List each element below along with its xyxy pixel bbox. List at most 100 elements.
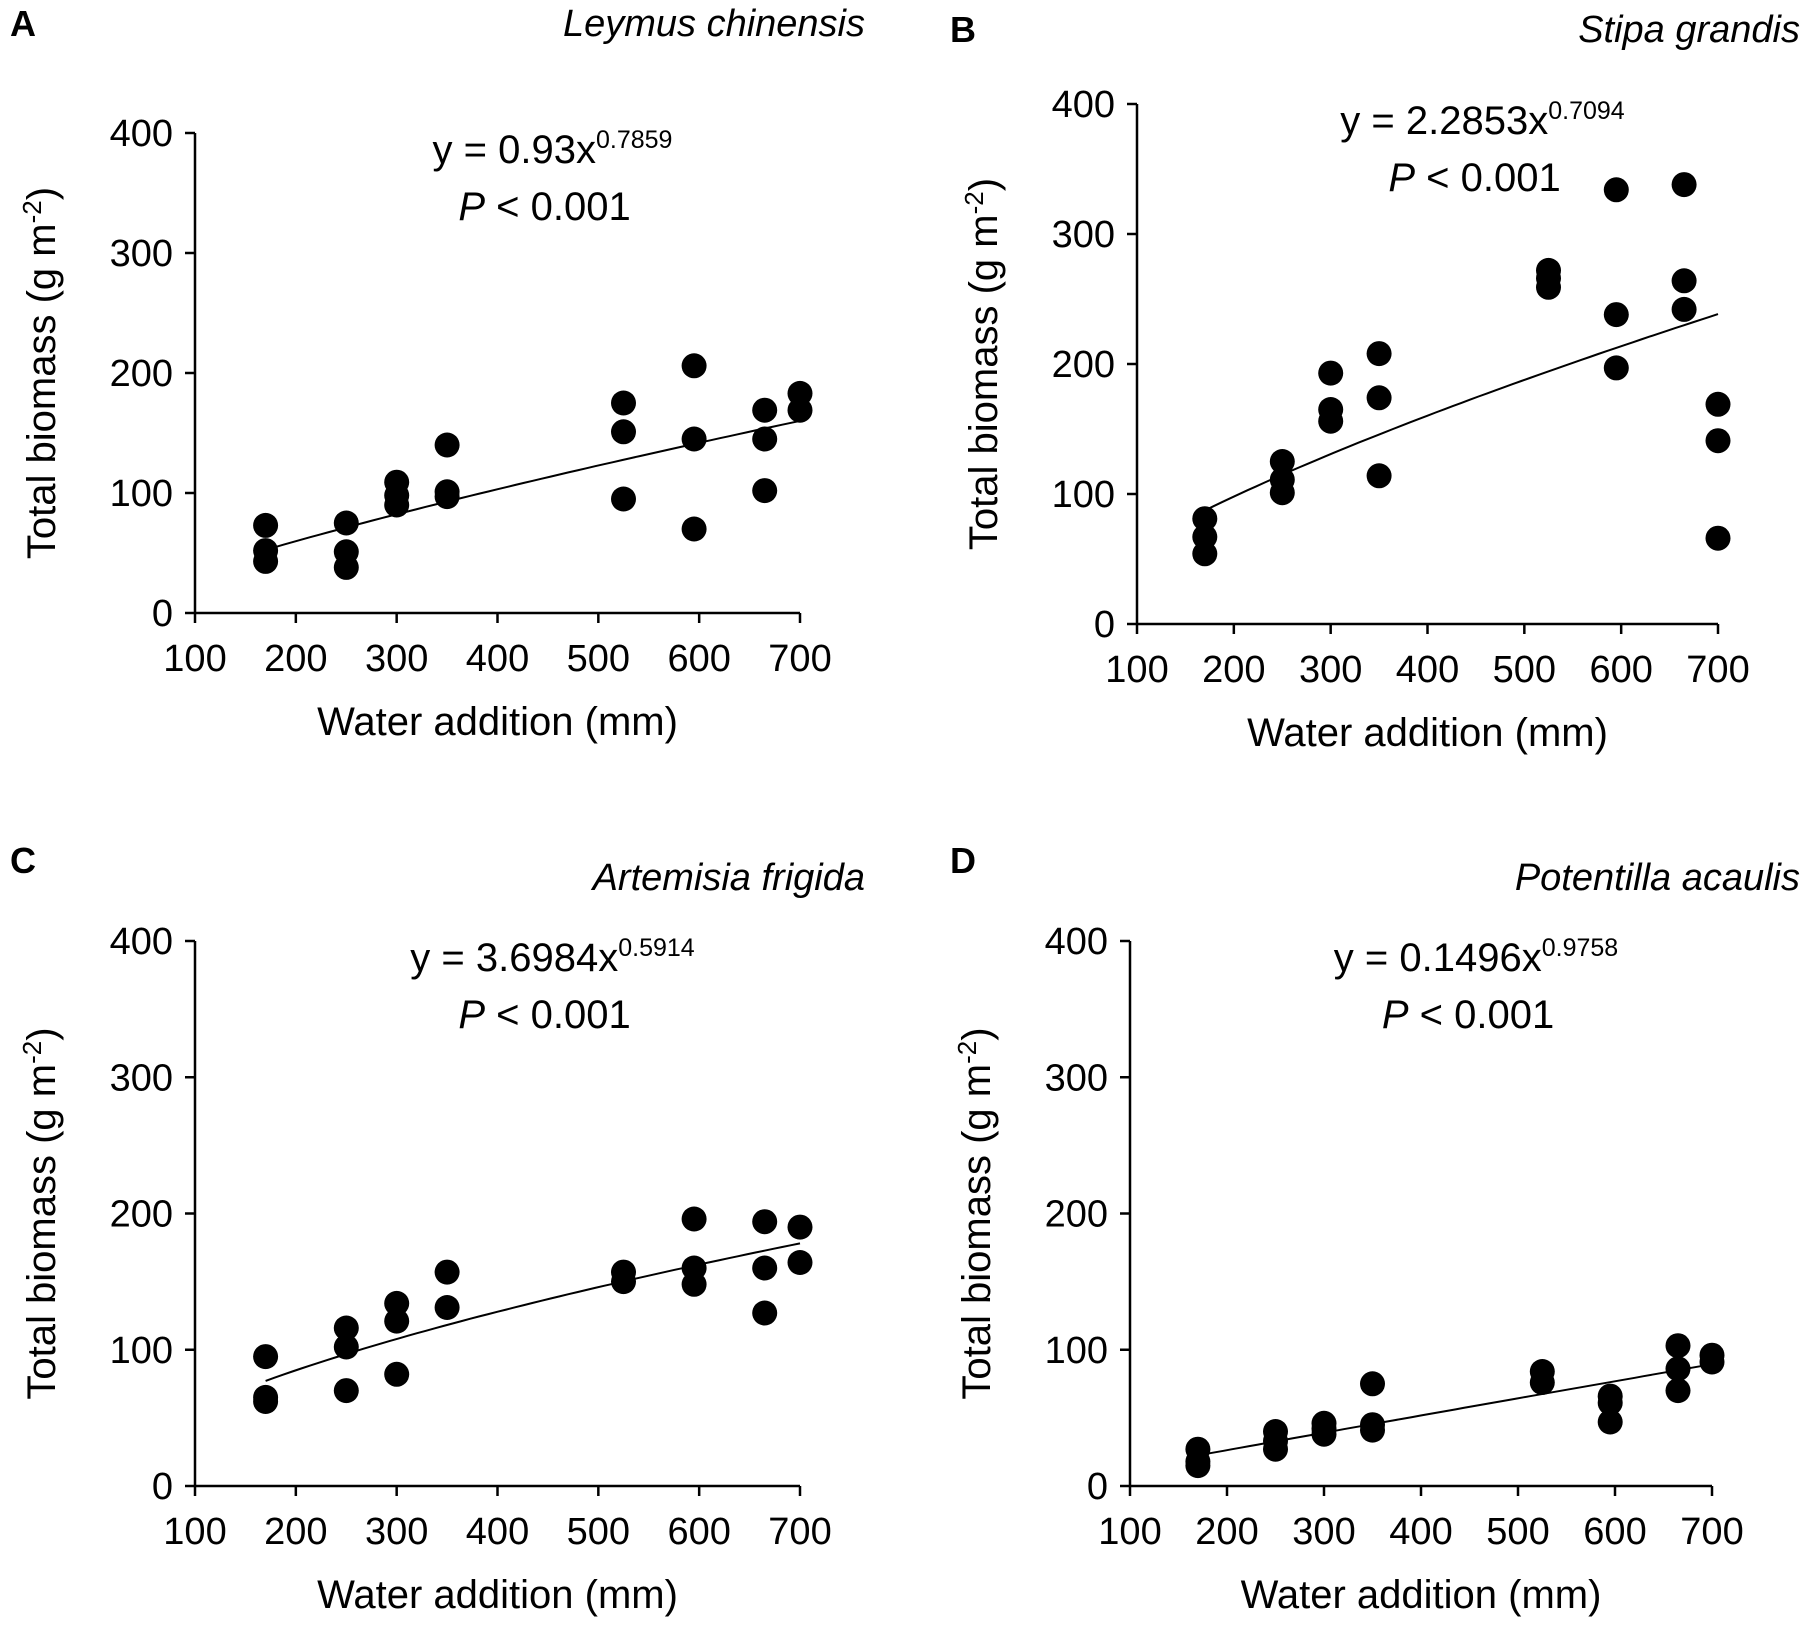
data-point (384, 1290, 410, 1316)
data-point (752, 1300, 778, 1326)
p-value-text: < 0.001 (485, 185, 631, 229)
x-tick-label: 100 (1105, 649, 1168, 691)
y-tick-label: 400 (110, 921, 173, 963)
data-point (1318, 408, 1344, 434)
data-point (681, 353, 707, 379)
y-tick-label: 0 (152, 1466, 173, 1508)
fit-equation-coef: 0.93 (498, 128, 576, 172)
data-point (1603, 355, 1629, 381)
y-axis-label-main: Total biomass (g m (955, 1064, 999, 1400)
p-value-text: < 0.001 (1409, 993, 1555, 1037)
y-axis-label: Total biomass (g m-2) (17, 187, 64, 559)
data-point (384, 492, 410, 518)
data-point (1192, 506, 1218, 532)
x-tick-label: 300 (1292, 1511, 1355, 1553)
data-point (787, 397, 813, 423)
data-point (333, 510, 359, 536)
y-axis-label-end: ) (20, 187, 64, 200)
data-point (611, 1269, 636, 1295)
p-value: P < 0.001 (458, 185, 630, 229)
x-tick-label: 600 (1583, 1511, 1646, 1553)
y-tick-label: 300 (1052, 214, 1115, 256)
fit-equation-coef: 0.1496 (1399, 936, 1521, 980)
fit-equation-coef: 2.2853 (1406, 99, 1528, 143)
panel-title: Stipa grandis (1578, 9, 1800, 51)
data-point (253, 1389, 279, 1414)
data-point (333, 1378, 359, 1404)
y-tick-label: 0 (152, 593, 173, 635)
panel-title: Leymus chinensis (563, 3, 865, 45)
data-point (752, 1255, 778, 1281)
fit-equation-x: x (598, 936, 618, 980)
x-tick-label: 200 (1195, 1511, 1258, 1553)
p-value: P < 0.001 (1382, 993, 1554, 1037)
fit-equation-prefix: y = (1334, 936, 1400, 980)
p-value: P < 0.001 (1388, 156, 1560, 200)
data-point (752, 426, 778, 452)
data-point (253, 512, 279, 538)
x-tick-label: 200 (264, 1511, 327, 1553)
y-tick-label: 0 (1094, 604, 1115, 646)
x-tick-label: 500 (1486, 1511, 1549, 1553)
data-point (434, 1295, 460, 1320)
fit-equation: y = 3.6984x0.5914 (410, 934, 694, 980)
data-point (1311, 1421, 1337, 1447)
y-tick-label: 100 (1052, 474, 1115, 516)
data-point (681, 1271, 707, 1297)
y-axis-label-sup: -2 (959, 191, 989, 214)
data-point (1603, 302, 1629, 328)
fit-equation-exponent: 0.7094 (1548, 97, 1625, 125)
y-axis-label: Total biomass (g m-2) (952, 1027, 999, 1399)
fit-equation: y = 0.1496x0.9758 (1334, 934, 1618, 980)
data-point (333, 1315, 359, 1341)
y-tick-label: 400 (1045, 921, 1108, 963)
y-tick-label: 400 (110, 113, 173, 155)
y-axis-label-sup: -2 (17, 200, 47, 223)
data-point (1665, 1378, 1691, 1404)
panel-letter: B (950, 9, 976, 50)
y-axis-label-main: Total biomass (g m (962, 214, 1006, 550)
p-value-symbol: P (1388, 156, 1415, 200)
p-value-symbol: P (458, 185, 485, 229)
y-tick-label: 100 (110, 1330, 173, 1372)
fit-equation: y = 0.93x0.7859 (433, 126, 673, 172)
x-tick-label: 400 (466, 1511, 529, 1553)
panel-letter: D (950, 840, 976, 881)
data-point (1705, 428, 1731, 454)
x-axis-label: Water addition (mm) (1247, 711, 1608, 755)
fit-equation-exponent: 0.7859 (596, 126, 672, 154)
data-point (752, 478, 778, 504)
y-tick-label: 400 (1052, 84, 1115, 126)
fit-curve (265, 1242, 801, 1382)
fit-equation-x: x (1528, 99, 1548, 143)
fit-equation-x: x (576, 128, 596, 172)
data-point (752, 1209, 778, 1235)
data-point (1318, 360, 1344, 386)
y-axis-label-main: Total biomass (g m (20, 223, 64, 559)
panel-title: Artemisia frigida (591, 857, 865, 899)
x-tick-label: 500 (567, 638, 630, 680)
data-point (1192, 541, 1218, 567)
x-tick-label: 700 (1680, 1511, 1743, 1553)
data-point (1597, 1409, 1623, 1435)
data-point (333, 1334, 359, 1360)
data-point (1671, 172, 1697, 198)
data-point (1705, 525, 1731, 551)
p-value-text: < 0.001 (1415, 156, 1561, 200)
x-tick-label: 300 (365, 1511, 428, 1553)
data-point (1665, 1356, 1691, 1382)
y-tick-label: 100 (110, 473, 173, 515)
x-tick-label: 400 (1389, 1511, 1452, 1553)
x-tick-label: 600 (1589, 649, 1652, 691)
data-point (611, 390, 636, 416)
data-point (1366, 463, 1392, 489)
data-point (434, 484, 460, 510)
x-tick-label: 700 (1686, 649, 1749, 691)
y-tick-label: 200 (110, 353, 173, 395)
panel-letter: A (10, 3, 36, 44)
p-value-symbol: P (458, 993, 485, 1037)
x-tick-label: 400 (466, 638, 529, 680)
